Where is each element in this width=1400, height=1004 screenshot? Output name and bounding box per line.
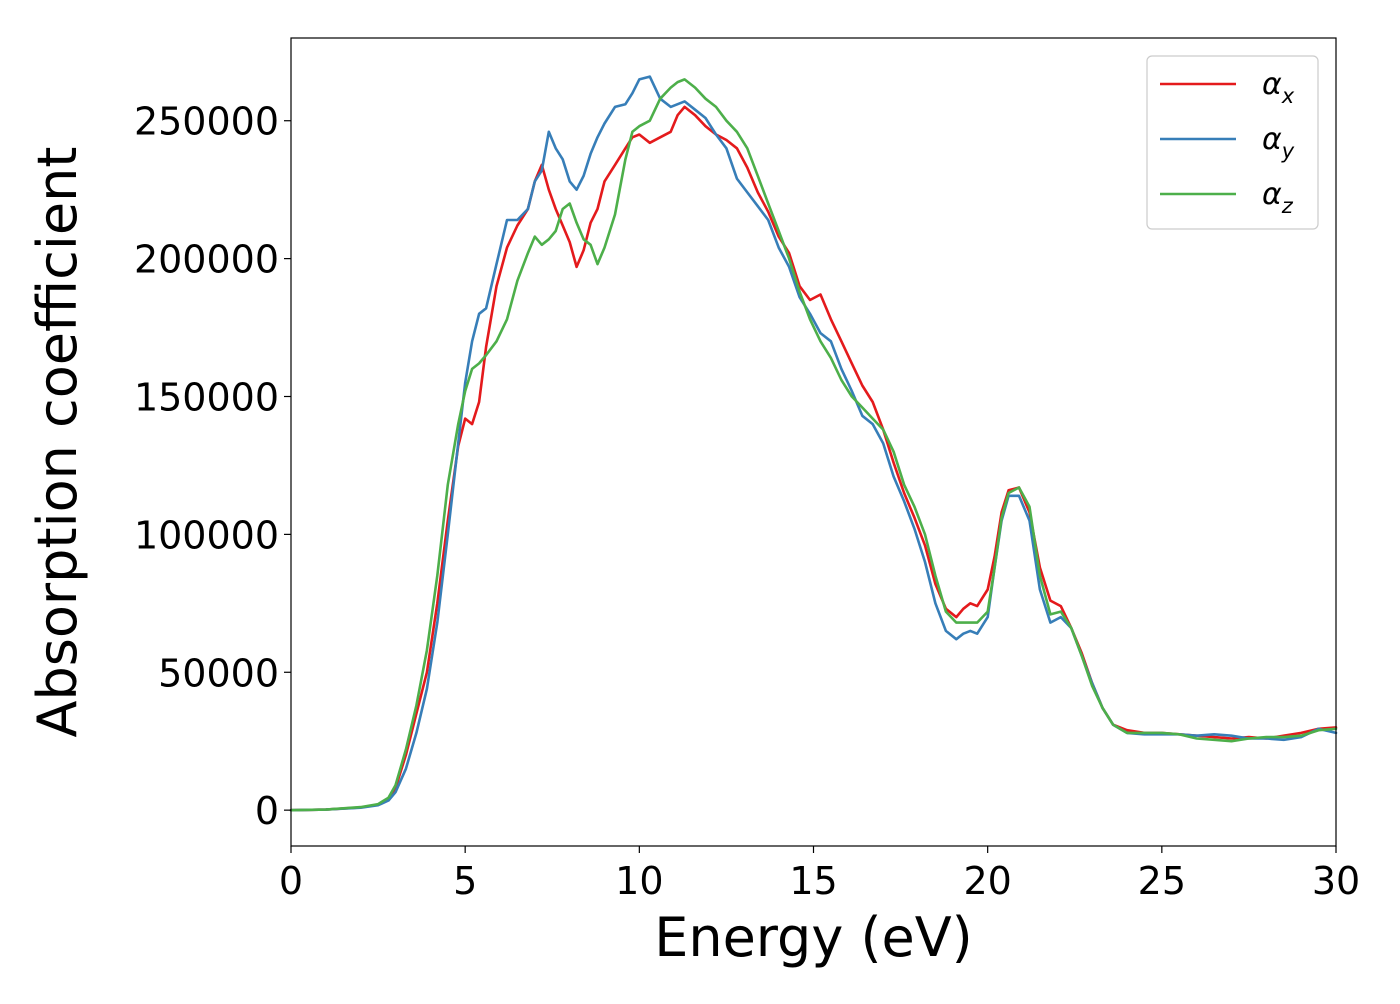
x-tick-label: 10 xyxy=(615,859,663,903)
x-ticks: 0 5 10 15 20 25 30 xyxy=(279,846,1360,903)
legend-label-y: αy xyxy=(1262,122,1295,163)
series-layer xyxy=(289,75,1338,812)
y-tick-label: 50000 xyxy=(158,651,279,695)
x-tick-label: 30 xyxy=(1312,859,1360,903)
y-tick-label: 250000 xyxy=(134,100,279,144)
y-ticks: 0 50000 100000 150000 200000 250000 xyxy=(134,100,291,833)
plot-area-frame xyxy=(290,37,1337,847)
x-tick-label: 20 xyxy=(963,859,1011,903)
series-line-z xyxy=(289,78,1338,812)
x-tick-label: 0 xyxy=(279,859,303,903)
y-tick-label: 200000 xyxy=(134,238,279,282)
x-tick-label: 15 xyxy=(789,859,837,903)
legend-label-x: αx xyxy=(1262,67,1295,108)
legend-entries: αx αy αz xyxy=(1160,67,1295,218)
x-tick-label: 5 xyxy=(453,859,477,903)
legend: αx αy αz xyxy=(1146,55,1319,230)
y-axis-label: Absorption coefficient xyxy=(26,147,89,738)
x-tick-label: 25 xyxy=(1138,859,1186,903)
y-tick-label: 150000 xyxy=(134,375,279,419)
legend-label-z: αz xyxy=(1262,177,1294,218)
x-axis-label: Energy (eV) xyxy=(654,906,973,969)
y-tick-label: 0 xyxy=(255,789,279,833)
y-tick-label: 100000 xyxy=(134,513,279,557)
legend-box xyxy=(1146,55,1319,230)
